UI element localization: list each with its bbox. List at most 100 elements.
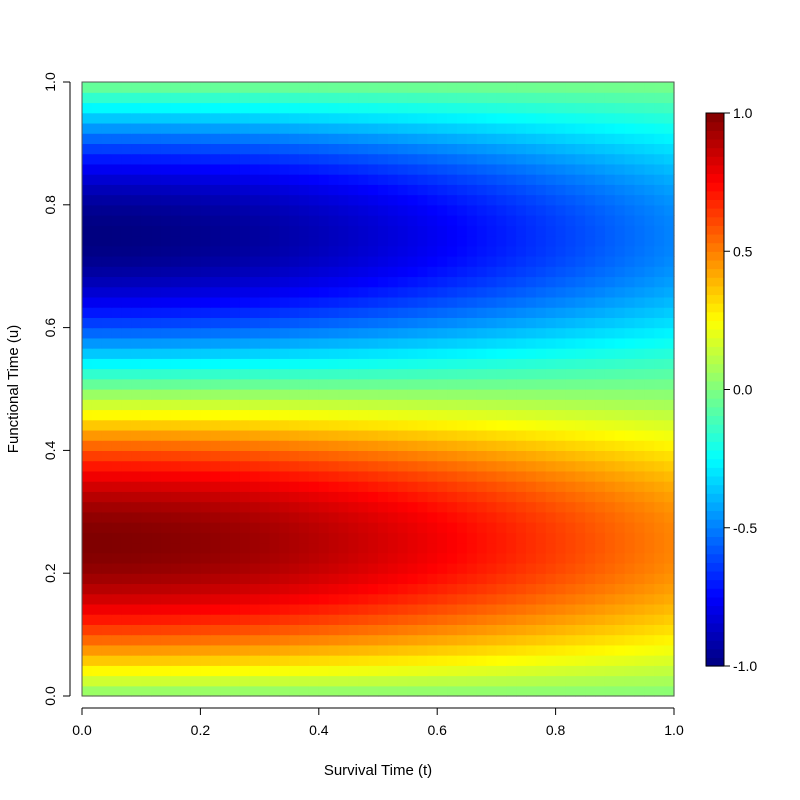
heatmap-cell — [131, 317, 142, 329]
heatmap-cell — [397, 245, 409, 257]
heatmap-cell — [318, 143, 330, 155]
heatmap-cell — [526, 685, 537, 697]
heatmap-cell — [279, 358, 290, 370]
heatmap-cell — [111, 440, 123, 451]
heatmap-cell — [634, 194, 645, 206]
heatmap-cell — [545, 276, 557, 288]
heatmap-cell — [535, 245, 547, 257]
heatmap-cell — [249, 245, 261, 257]
heatmap-cell — [585, 634, 596, 646]
heatmap-cell — [141, 583, 152, 595]
heatmap-cell — [91, 235, 103, 247]
heatmap-cell — [555, 419, 567, 431]
heatmap-cell — [654, 317, 665, 329]
heatmap-cell — [427, 644, 438, 656]
heatmap-cell — [269, 255, 280, 267]
heatmap-cell — [417, 501, 428, 513]
heatmap-cell — [447, 327, 458, 339]
heatmap-cell — [407, 296, 419, 308]
heatmap-cell — [545, 685, 557, 697]
heatmap-cell — [170, 603, 182, 615]
heatmap-cell — [111, 583, 123, 595]
heatmap-cell — [545, 552, 557, 564]
heatmap-cell — [407, 522, 419, 533]
heatmap-cell — [239, 450, 251, 462]
heatmap-cell — [249, 133, 261, 144]
heatmap-cell — [654, 327, 665, 339]
heatmap-cell — [160, 409, 172, 421]
heatmap-cell — [82, 409, 93, 421]
heatmap-cell — [664, 440, 675, 451]
heatmap-cell — [664, 644, 675, 656]
heatmap-cell — [397, 419, 409, 431]
heatmap-cell — [220, 112, 231, 124]
heatmap-cell — [210, 542, 221, 554]
heatmap-cell — [170, 614, 182, 625]
heatmap-cell — [348, 368, 359, 380]
heatmap-cell — [160, 225, 172, 237]
heatmap-cell — [456, 174, 468, 185]
heatmap-cell — [555, 153, 567, 165]
heatmap-cell — [427, 419, 438, 431]
heatmap-cell — [358, 337, 369, 349]
heatmap-cell — [397, 552, 409, 564]
heatmap-cell — [200, 603, 211, 615]
heatmap-cell — [654, 389, 665, 400]
heatmap-cell — [624, 276, 636, 288]
heatmap-cell — [447, 378, 458, 390]
heatmap-cell — [368, 225, 379, 237]
heatmap-cell — [348, 225, 359, 237]
heatmap-cell — [496, 327, 507, 339]
heatmap-cell — [279, 511, 290, 523]
heatmap-cell — [644, 491, 655, 503]
heatmap-cell — [358, 153, 369, 165]
colorbar-segment — [706, 545, 724, 555]
colorbar-segment — [706, 536, 724, 546]
heatmap-cell — [466, 153, 478, 165]
heatmap-cell — [170, 143, 182, 155]
heatmap-cell — [210, 532, 221, 544]
heatmap-cell — [496, 460, 507, 472]
heatmap-cell — [516, 266, 527, 278]
heatmap-cell — [180, 276, 192, 288]
heatmap-cell — [664, 163, 675, 175]
heatmap-cell — [259, 286, 271, 298]
heatmap-cell — [407, 501, 419, 513]
heatmap-cell — [614, 665, 626, 677]
heatmap-cell — [299, 317, 310, 329]
heatmap-cell — [595, 194, 606, 206]
heatmap-cell — [604, 409, 616, 421]
heatmap-cell — [131, 624, 142, 636]
heatmap-cell — [644, 184, 655, 196]
heatmap-cell — [269, 624, 280, 636]
heatmap-cell — [289, 245, 300, 257]
heatmap-cell — [535, 532, 547, 544]
heatmap-cell — [348, 685, 359, 697]
heatmap-cell — [644, 143, 655, 155]
heatmap-cell — [417, 389, 428, 400]
heatmap-cell — [545, 409, 557, 421]
heatmap-cell — [664, 215, 675, 226]
heatmap-cell — [210, 501, 221, 513]
heatmap-cell — [160, 245, 172, 257]
heatmap-cell — [506, 511, 517, 523]
heatmap-cell — [437, 573, 448, 585]
heatmap-cell — [289, 378, 300, 390]
heatmap-cell — [614, 225, 626, 237]
heatmap-cell — [101, 624, 113, 636]
heatmap-cell — [259, 215, 271, 226]
heatmap-cell — [585, 368, 596, 380]
heatmap-cell — [299, 174, 310, 185]
heatmap-cell — [595, 337, 606, 349]
heatmap-cell — [397, 102, 409, 114]
heatmap-cell — [526, 82, 537, 93]
heatmap-cell — [338, 122, 349, 134]
heatmap-cell — [427, 603, 438, 615]
heatmap-cell — [506, 204, 517, 216]
heatmap-cell — [575, 655, 586, 666]
heatmap-cell — [328, 583, 340, 595]
heatmap-cell — [664, 552, 675, 564]
heatmap-cell — [368, 276, 379, 288]
heatmap-cell — [417, 215, 428, 226]
heatmap-cell — [180, 532, 192, 544]
